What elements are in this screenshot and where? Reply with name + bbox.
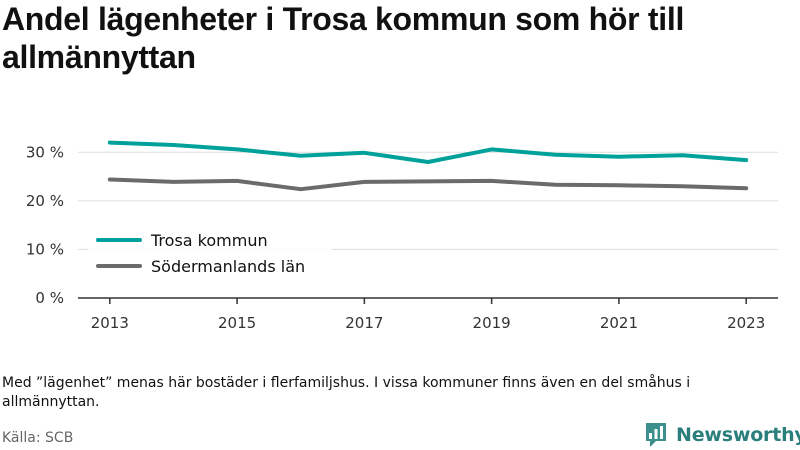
legend-background [88, 224, 332, 282]
y-axis-ticks: 0 % 10 % 20 % 30 % [26, 143, 64, 307]
y-tick-label: 20 % [26, 192, 64, 210]
legend-label: Trosa kommun [150, 231, 268, 250]
chart-note: Med ”lägenhet” menas här bostäder i fler… [2, 375, 691, 410]
y-tick-label: 0 % [35, 289, 64, 307]
x-tick-label: 2017 [345, 314, 383, 332]
newsworthy-logo: Newsworthy [644, 421, 800, 449]
line-chart: 0 % 10 % 20 % 30 % 2013 2015 2017 2019 2021 2023… [26, 140, 778, 332]
y-tick-label: 10 % [26, 240, 64, 258]
bar-chart-badge-icon [646, 423, 666, 447]
x-tick-label: 2023 [727, 314, 765, 332]
x-tick-label: 2013 [91, 314, 129, 332]
brand-name: Newsworthy [676, 424, 800, 446]
series-lines [107, 140, 749, 192]
x-tick-label: 2019 [473, 314, 511, 332]
y-tick-label: 30 % [26, 143, 64, 161]
x-tick-label: 2021 [600, 314, 638, 332]
series-line-1 [107, 177, 749, 192]
x-tick-label: 2015 [218, 314, 256, 332]
source-label: Källa: SCB [2, 430, 74, 446]
x-axis: 2013 2015 2017 2019 2021 2023 [78, 297, 778, 332]
chart-title: Andel lägenheter i Trosa kommun som hör … [2, 1, 685, 75]
legend-label: Södermanlands län [151, 257, 305, 276]
series-line-0 [107, 140, 749, 164]
legend: Trosa kommun Södermanlands län [88, 224, 332, 282]
